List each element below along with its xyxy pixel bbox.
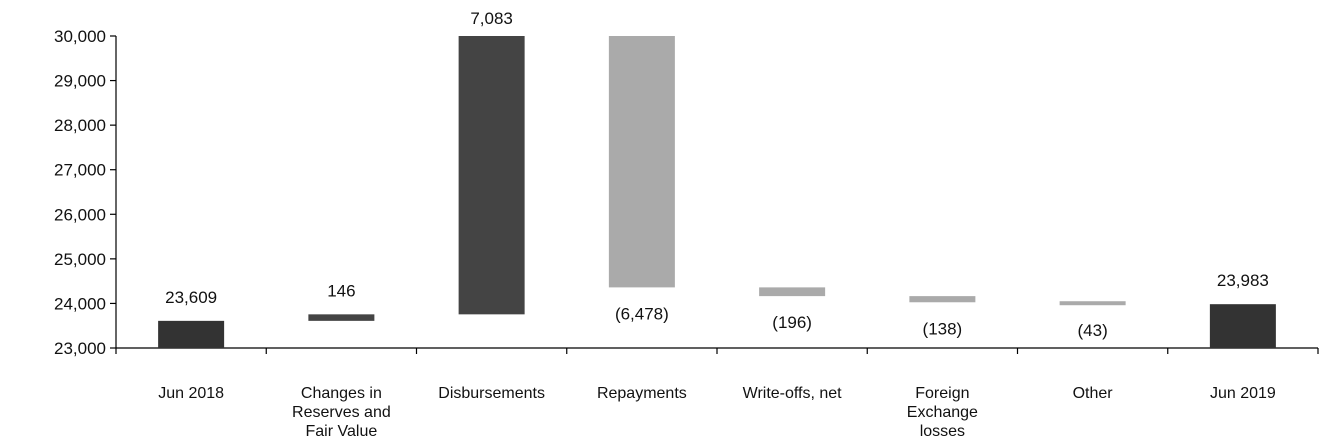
x-axis [115,347,1319,354]
data-label: (138) [923,319,963,338]
category-label-line: Changes in [301,385,382,402]
y-tick-label: 30,000 [54,27,106,46]
y-tick-label: 23,000 [54,339,106,358]
bar [759,287,826,297]
data-label: 23,609 [165,288,217,307]
bar [158,320,225,348]
category-label-line: Disbursements [438,385,545,402]
category-label-line: Other [1073,385,1114,402]
bar [909,296,976,303]
bar [1209,304,1276,348]
category-label: Changes in Reserves and Fair Value [292,385,391,440]
category-labels: Jun 2018 Changes in Reserves and Fair Value… [158,385,1276,440]
bar [608,36,675,288]
category-label-line: Jun 2019 [1210,385,1276,402]
bar [1059,301,1126,306]
data-label: (43) [1078,321,1108,340]
category-label: Write-offs, net [743,385,843,402]
data-label: (6,478) [615,304,669,323]
category-label: Disbursements [438,385,545,402]
category-label-line: Exchange [907,404,978,421]
bar [308,314,375,321]
data-label: 23,983 [1217,271,1269,290]
category-label: Foreign Exchange losses [907,385,978,440]
category-label-line: Repayments [597,385,687,402]
category-label-line: Reserves and [292,404,391,421]
y-tick-label: 29,000 [54,72,106,91]
y-tick-label: 26,000 [54,205,106,224]
data-label: 7,083 [470,9,513,28]
bars [158,36,1276,348]
y-tick-label: 28,000 [54,116,106,135]
data-label: (196) [772,313,812,332]
category-label-line: Fair Value [306,423,378,440]
data-labels: 23,609 146 7,083 (6,478) (196) (138) (43) 23,98… [165,9,1269,340]
category-label-line: losses [920,423,965,440]
category-label: Other [1073,385,1114,402]
category-label-line: Write-offs, net [743,385,843,402]
category-label-line: Jun 2018 [158,385,224,402]
category-label: Jun 2019 [1210,385,1276,402]
y-tick-label: 25,000 [54,250,106,269]
y-tick-label: 27,000 [54,161,106,180]
bar [458,36,525,315]
y-axis: 23,000 24,000 25,000 26,000 27,000 28,000 29,0… [54,27,117,358]
data-label: 146 [327,281,355,300]
y-tick-label: 24,000 [54,294,106,313]
category-label-line: Foreign [915,385,969,402]
category-label: Jun 2018 [158,385,224,402]
category-label: Repayments [597,385,687,402]
